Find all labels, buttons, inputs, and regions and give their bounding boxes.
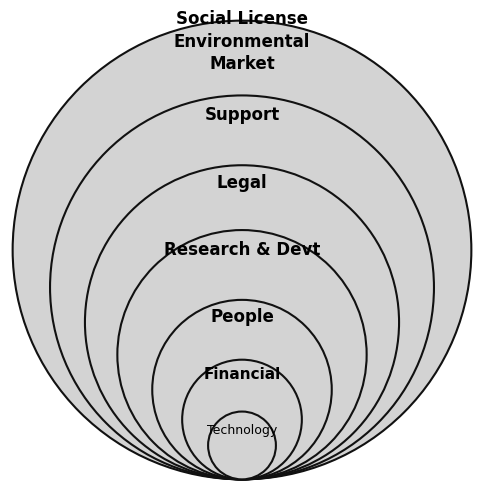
Text: Research & Devt: Research & Devt	[164, 240, 320, 258]
Text: Financial: Financial	[203, 366, 281, 382]
Circle shape	[152, 300, 332, 480]
Text: Technology: Technology	[207, 424, 277, 437]
Text: People: People	[210, 308, 274, 326]
Text: Social License
Environmental
Market: Social License Environmental Market	[174, 10, 310, 73]
Circle shape	[50, 96, 434, 480]
Circle shape	[13, 20, 471, 479]
Text: Support: Support	[204, 106, 280, 124]
Circle shape	[117, 230, 367, 480]
Circle shape	[85, 165, 399, 480]
Text: Legal: Legal	[217, 174, 267, 192]
Circle shape	[208, 412, 276, 480]
Circle shape	[182, 360, 302, 480]
